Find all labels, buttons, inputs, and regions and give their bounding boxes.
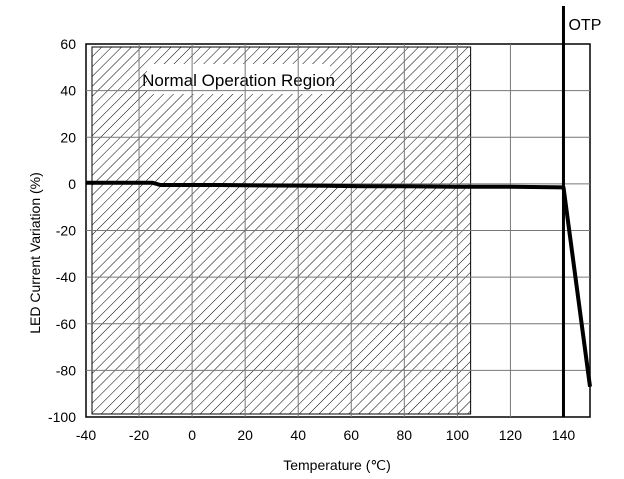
x-tick-label: 120 [499,427,523,443]
otp-marker: OTP [561,6,601,417]
x-tick-label: -40 [76,427,96,443]
otp-label: OTP [568,17,601,34]
x-tick-label: 140 [552,427,576,443]
x-tick-label: 40 [290,427,306,443]
y-tick-label: -20 [56,223,76,239]
x-tick-label: 0 [188,427,196,443]
axis-ticks: -40 -20 0 20 40 60 80 100 120 140 60 40 20 0 -20 -40 -60… [48,36,575,443]
x-tick-label: 20 [237,427,253,443]
region-label-box [147,64,331,94]
y-tick-label: 40 [60,83,76,99]
y-tick-label: -80 [56,362,76,378]
region-label: Normal Operation Region [142,71,335,90]
x-tick-label: 80 [397,427,413,443]
y-tick-label: -40 [56,269,76,285]
y-tick-label: -100 [48,409,76,425]
x-tick-label: 60 [343,427,359,443]
y-tick-label: 60 [60,36,76,52]
y-axis-label: LED Current Variation (%) [27,172,43,334]
x-tick-label: -20 [129,427,149,443]
series-line [86,180,592,387]
x-axis-label: Temperature (℃) [283,457,391,473]
y-tick-label: 20 [60,129,76,145]
y-tick-label: -60 [56,316,76,332]
y-tick-label: 0 [68,176,76,192]
data-series [86,180,592,387]
x-tick-label: 100 [446,427,470,443]
